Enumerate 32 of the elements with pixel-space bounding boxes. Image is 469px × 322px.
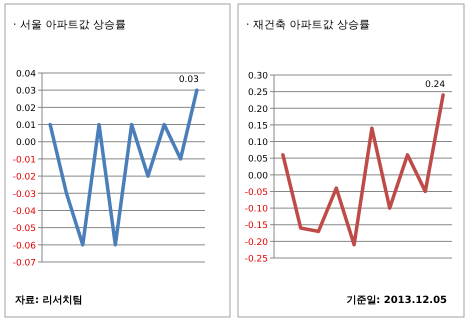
- y-tick-label: 0.00: [16, 138, 36, 148]
- y-tick-label: 0.02: [16, 104, 36, 114]
- y-tick-label: -0.03: [12, 190, 36, 200]
- y-tick-label: -0.20: [244, 238, 268, 248]
- line-series: [281, 93, 445, 246]
- text: 자료: 리서치팀: [15, 295, 82, 306]
- data-label: 0.03: [178, 75, 199, 86]
- y-tick-label: 0.03: [16, 86, 36, 97]
- data-label: 0.24: [425, 80, 446, 90]
- y-tick-label: 0.10: [248, 138, 268, 148]
- y-tick-label: 0.00: [248, 171, 268, 182]
- y-tick-label: -0.15: [244, 221, 268, 232]
- y-tick-label: -0.04: [12, 206, 36, 217]
- y-tick-label: 0.30: [248, 72, 268, 82]
- line-series: [48, 88, 199, 247]
- y-tick-label: -0.01: [12, 155, 36, 166]
- y-tick-label: -0.10: [244, 204, 268, 215]
- y-tick-label: -0.07: [12, 258, 36, 268]
- y-tick-label: 0.04: [16, 70, 36, 80]
- y-tick-label: -0.25: [244, 254, 268, 264]
- y-tick-label: 0.25: [248, 88, 268, 98]
- y-tick-label: 0.15: [248, 121, 268, 132]
- text: 기준일: 2013.12.05: [346, 295, 448, 306]
- chart-title: · 서울 아파트값 상승률: [13, 18, 126, 31]
- chart-title: · 재건축 아파트값 상승률: [246, 18, 370, 31]
- y-tick-label: 0.05: [248, 154, 268, 165]
- y-tick-label: -0.06: [12, 241, 36, 252]
- y-tick-label: 0.20: [248, 104, 268, 115]
- y-tick-label: 0.01: [16, 121, 36, 132]
- y-tick-label: -0.05: [12, 224, 36, 234]
- y-tick-label: -0.02: [12, 172, 36, 183]
- y-tick-label: -0.05: [244, 188, 268, 198]
